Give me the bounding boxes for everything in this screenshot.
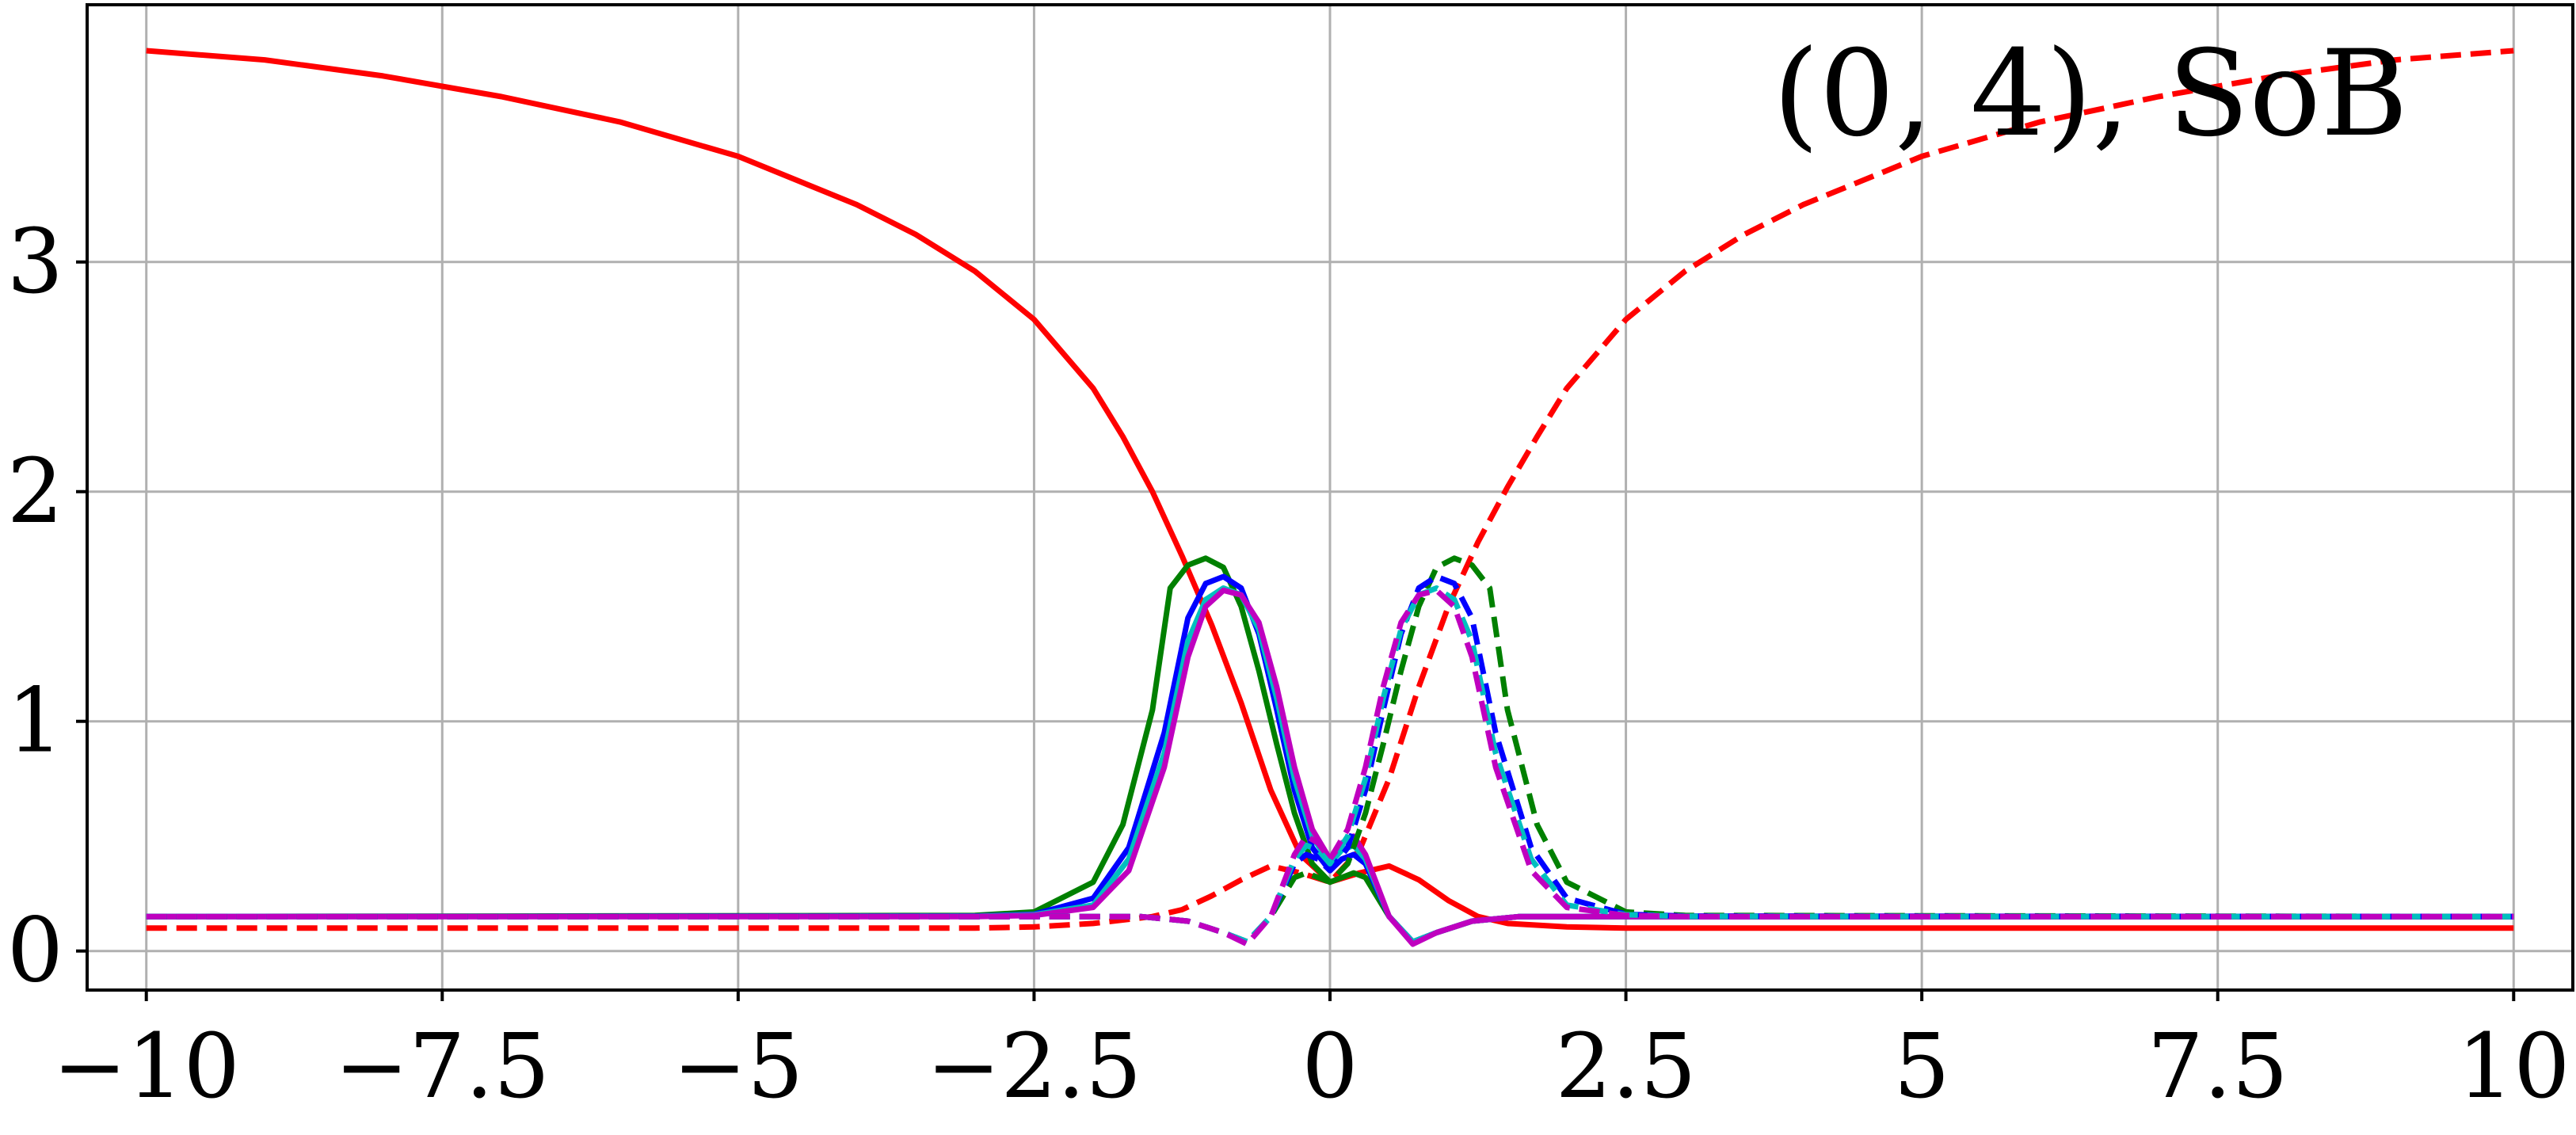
series-line-6-solid [146,587,2514,947]
x-tick-label: 7.5 [2147,1015,2288,1118]
x-tick-label: 5 [1894,1015,1950,1118]
x-tick-label: −7.5 [334,1015,550,1118]
axis-ticks: −10 −7.5 −5 −2.5 0 2.5 5 7.5 10 0 1 2 3 [7,211,2570,1118]
series-line-9-dashed [146,585,2514,945]
series-line-1-solid [146,48,2514,931]
series-group [146,48,2514,947]
y-tick-label: 3 [7,211,63,314]
grid-lines [87,5,2573,990]
y-tick-label: 2 [7,440,63,543]
chart-annotation: (0, 4), SoB [1773,25,2408,163]
x-tick-label: 0 [1301,1015,1358,1118]
series-line-10-dashed [146,587,2514,947]
x-tick-label: −5 [673,1015,803,1118]
series-line-8-dashed [146,573,2514,945]
y-tick-label: 1 [7,670,63,773]
x-tick-label: 2.5 [1556,1015,1697,1118]
x-tick-label: 10 [2457,1015,2570,1118]
x-tick-label: −2.5 [926,1015,1141,1118]
y-tick-label: 0 [7,900,63,1003]
x-tick-label: −10 [53,1015,240,1118]
